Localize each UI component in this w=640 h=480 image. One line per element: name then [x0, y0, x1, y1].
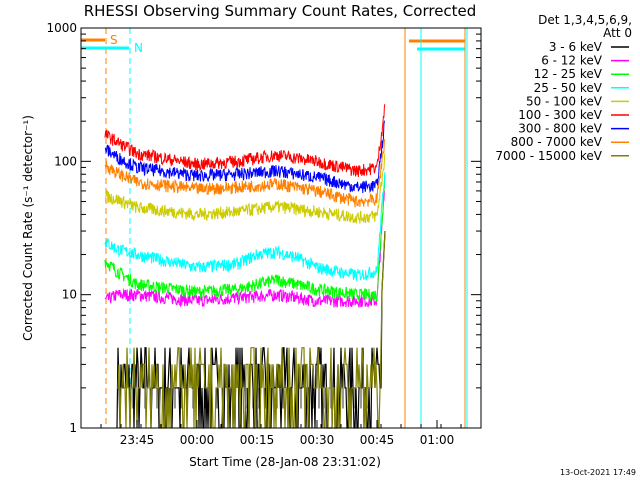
flag-label-N: N — [134, 41, 143, 55]
y-axis-label: Corrected Count Rate (s⁻¹ detector⁻¹) — [21, 115, 35, 341]
series-line-5 — [104, 104, 386, 178]
legend-label-6: 300 - 800 keV — [518, 122, 602, 136]
series-line-2 — [104, 175, 386, 303]
series-line-7 — [104, 139, 386, 208]
legend-label-3: 25 - 50 keV — [534, 81, 603, 95]
flag-label-S: S — [110, 33, 118, 47]
series-lines — [104, 104, 386, 429]
y-tick-label-3: 1000 — [46, 21, 77, 35]
y-tick-label-1: 10 — [62, 288, 77, 302]
legend-label-5: 100 - 300 keV — [518, 108, 602, 122]
x-axis-label: Start Time (28-Jan-08 23:31:02) — [189, 455, 381, 469]
chart-title: RHESSI Observing Summary Count Rates, Co… — [84, 2, 477, 20]
y-tick-label-2: 100 — [54, 154, 77, 168]
legend-header-att: Att 0 — [603, 26, 632, 40]
series-line-3 — [104, 172, 386, 281]
y-tick-label-0: 1 — [69, 421, 77, 435]
series-line-4 — [104, 153, 386, 224]
x-tick-label-1: 00:00 — [180, 433, 215, 447]
y-axis: 1 10 100 1000 — [46, 21, 481, 435]
legend-label-2: 12 - 25 keV — [534, 67, 603, 81]
x-tick-label-4: 00:45 — [360, 433, 395, 447]
series-line-6 — [104, 120, 385, 194]
x-axis: 23:45 00:00 00:15 00:30 00:45 01:00 — [80, 420, 482, 447]
x-tick-label-3: 00:30 — [300, 433, 335, 447]
x-tick-label-5: 01:00 — [420, 433, 455, 447]
legend-header-det: Det 1,3,4,5,6,9, — [538, 13, 632, 27]
legend-label-4: 50 - 100 keV — [526, 94, 603, 108]
timestamp: 13-Oct-2021 17:49 — [560, 468, 636, 477]
x-tick-label-0: 23:45 — [120, 433, 155, 447]
x-tick-label-2: 00:15 — [240, 433, 275, 447]
legend-label-1: 6 - 12 keV — [541, 54, 603, 68]
legend-label-8: 7000 - 15000 keV — [495, 149, 602, 163]
legend-label-7: 800 - 7000 keV — [511, 135, 603, 149]
attenuator-flags: SN — [81, 28, 468, 428]
legend-label-0: 3 - 6 keV — [549, 40, 603, 54]
